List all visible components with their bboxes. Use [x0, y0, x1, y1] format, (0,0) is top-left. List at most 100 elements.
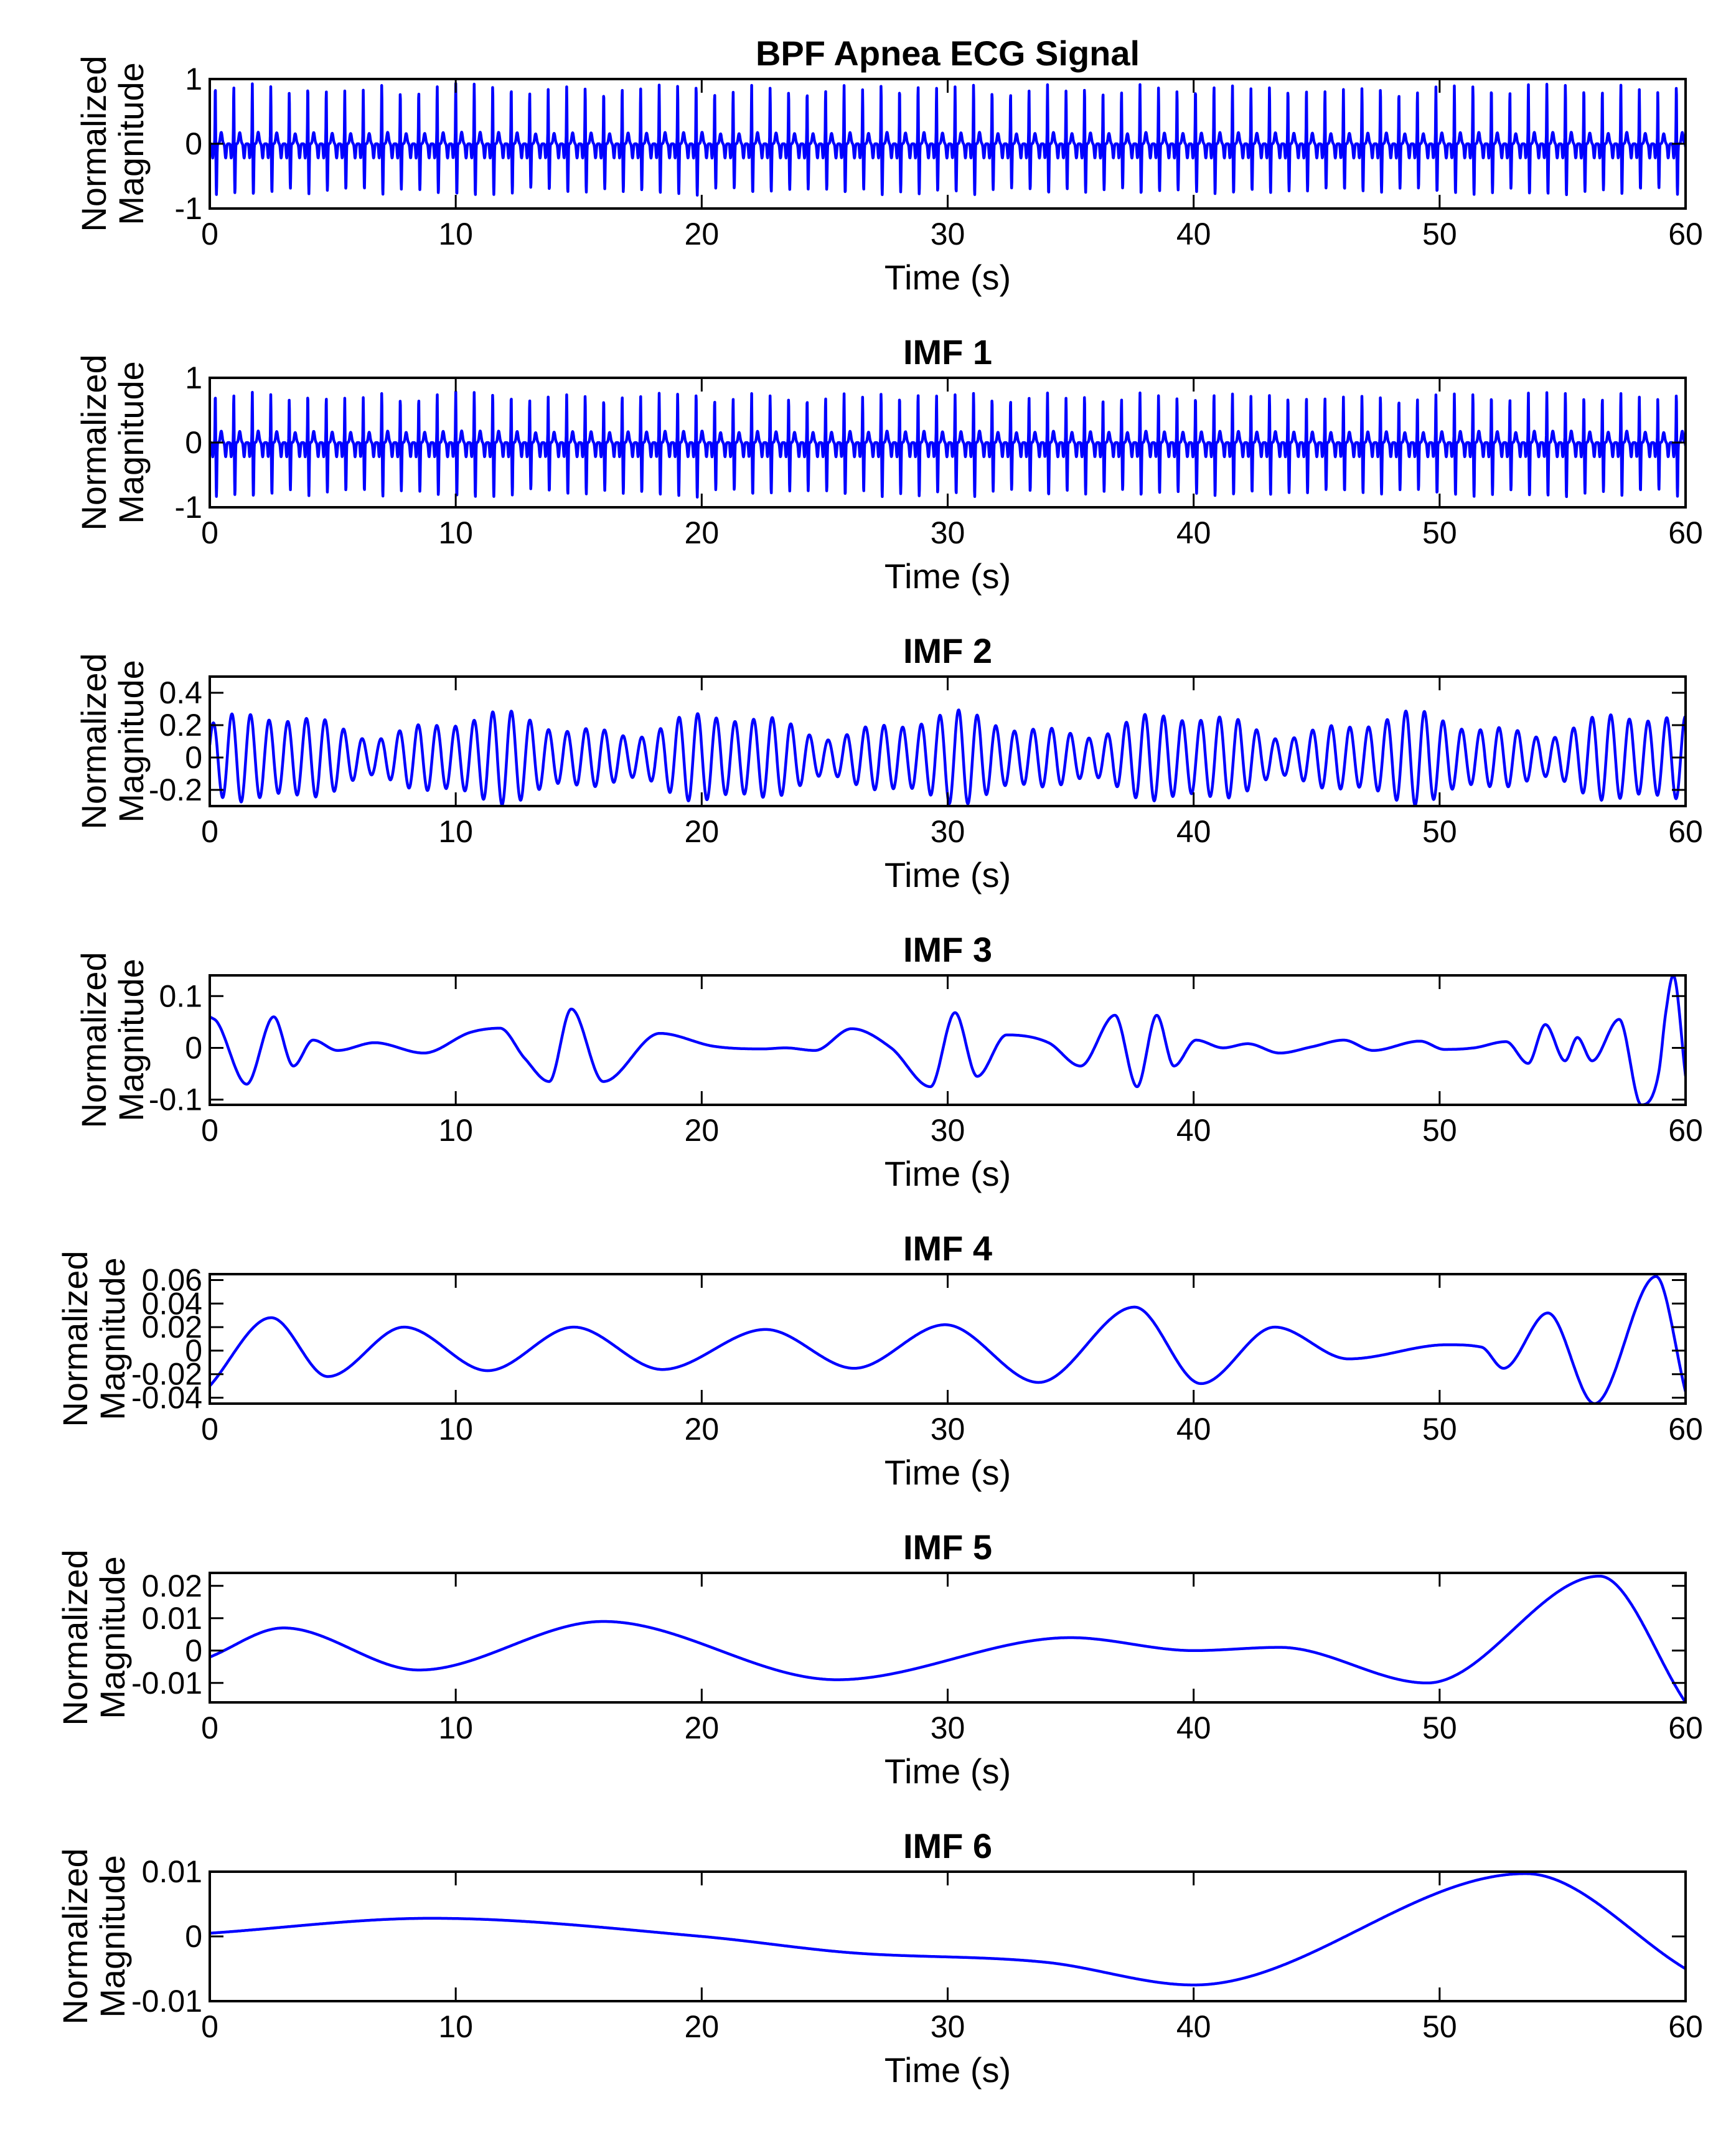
y-tick-label: -0.1: [149, 1082, 202, 1117]
x-tick-label: 30: [931, 1710, 965, 1745]
subplot-title: IMF 5: [903, 1527, 992, 1567]
y-axis-label-line2: Magnitude: [111, 361, 151, 524]
y-tick-label: 0.02: [142, 1569, 202, 1603]
x-tick-label: 0: [201, 1113, 218, 1148]
x-tick-label: 40: [1176, 1113, 1211, 1148]
y-tick-label: -0.02: [131, 1357, 202, 1392]
x-axis-label: Time (s): [884, 2050, 1011, 2090]
y-tick-label: 1: [185, 62, 202, 96]
x-tick-label: 30: [931, 1412, 965, 1447]
x-tick-label: 60: [1668, 1412, 1703, 1447]
x-tick-label: 10: [438, 217, 473, 251]
y-tick-label: -0.01: [131, 1666, 202, 1701]
x-tick-label: 20: [685, 814, 720, 849]
subplot-5: IMF 40 10 20 30 40 50 60-0.04-0.0200.020.040.0…: [55, 1229, 1703, 1492]
data-line: [210, 390, 1686, 499]
x-tick-label: 50: [1422, 1710, 1457, 1745]
x-tick-label: 50: [1422, 2009, 1457, 2044]
x-tick-label: 10: [438, 2009, 473, 2044]
x-tick-label: 40: [1176, 1412, 1211, 1447]
y-tick-label: 0: [185, 1919, 202, 1954]
y-tick-label: 0.02: [142, 1310, 202, 1344]
x-tick-label: 60: [1668, 814, 1703, 849]
x-axis-label: Time (s): [884, 1752, 1011, 1791]
x-tick-label: 20: [685, 2009, 720, 2044]
y-tick-label: 0: [185, 1030, 202, 1065]
x-axis-label: Time (s): [884, 1154, 1011, 1193]
x-tick-label: 30: [931, 515, 965, 550]
plot-frame: [209, 974, 1687, 1106]
x-tick-label: 40: [1176, 814, 1211, 849]
x-tick-label: 20: [685, 1412, 720, 1447]
subplot-title: IMF 4: [903, 1229, 992, 1268]
x-tick-label: 60: [1668, 515, 1703, 550]
x-tick-label: 50: [1422, 1113, 1457, 1148]
y-axis-label-line1: Normalized: [74, 952, 113, 1128]
y-axis-label-line1: Normalized: [74, 55, 113, 232]
x-tick-label: 30: [931, 814, 965, 849]
y-axis-label-line2: Magnitude: [93, 1257, 132, 1420]
y-tick-label: -1: [175, 191, 202, 226]
y-tick-label: 0: [185, 740, 202, 775]
x-tick-label: 0: [201, 1710, 218, 1745]
y-tick-label: 0.01: [142, 1854, 202, 1889]
subplot-title: IMF 6: [903, 1826, 992, 1865]
y-tick-label: -1: [175, 490, 202, 525]
x-tick-label: 60: [1668, 2009, 1703, 2044]
x-tick-label: 30: [931, 217, 965, 251]
y-axis-label-line2: Magnitude: [111, 660, 151, 823]
y-tick-label: -0.2: [149, 772, 202, 807]
x-tick-label: 20: [685, 515, 720, 550]
y-axis-label-line2: Magnitude: [93, 1855, 132, 2018]
x-tick-label: 60: [1668, 1710, 1703, 1745]
y-axis-label-line1: Normalized: [55, 1848, 95, 2024]
x-axis-label: Time (s): [884, 258, 1011, 297]
plot-frame: [209, 1572, 1687, 1704]
subplot-title: BPF Apnea ECG Signal: [756, 34, 1140, 73]
x-tick-label: 50: [1422, 217, 1457, 251]
y-axis-label-line2: Magnitude: [111, 62, 151, 225]
y-axis-label-line2: Magnitude: [93, 1556, 132, 1719]
y-tick-label: 0.1: [159, 978, 202, 1013]
y-axis-label-line2: Magnitude: [111, 959, 151, 1122]
y-axis-label-line1: Normalized: [55, 1250, 95, 1427]
subplot-title: IMF 2: [903, 631, 992, 670]
y-tick-label: 0: [185, 1333, 202, 1368]
y-tick-label: 0: [185, 425, 202, 460]
x-tick-label: 20: [685, 1113, 720, 1148]
data-line: [210, 1872, 1686, 1987]
y-tick-label: 0: [185, 126, 202, 161]
y-tick-label: 0.2: [159, 708, 202, 743]
x-tick-label: 50: [1422, 515, 1457, 550]
data-line: [210, 708, 1686, 806]
x-tick-label: 10: [438, 1113, 473, 1148]
subplot-title: IMF 3: [903, 930, 992, 969]
y-axis-label-line1: Normalized: [55, 1549, 95, 1725]
x-tick-label: 0: [201, 1412, 218, 1447]
x-tick-label: 40: [1176, 217, 1211, 251]
x-tick-label: 20: [685, 217, 720, 251]
x-tick-label: 0: [201, 2009, 218, 2044]
data-line: [210, 975, 1686, 1105]
y-axis-label-line1: Normalized: [74, 354, 113, 530]
y-tick-label: 0.06: [142, 1262, 202, 1297]
x-tick-label: 20: [685, 1710, 720, 1745]
data-line: [210, 1574, 1686, 1702]
data-line: [210, 82, 1686, 197]
x-tick-label: 60: [1668, 1113, 1703, 1148]
data-line: [210, 1275, 1686, 1404]
plot-frame: [209, 1870, 1687, 2002]
x-axis-label: Time (s): [884, 1453, 1011, 1492]
y-tick-label: 1: [185, 360, 202, 395]
x-tick-label: 40: [1176, 515, 1211, 550]
x-axis-label: Time (s): [884, 556, 1011, 596]
y-tick-label: -0.04: [131, 1381, 202, 1415]
x-tick-label: 60: [1668, 217, 1703, 251]
y-tick-label: 0.01: [142, 1601, 202, 1636]
subplot-title: IMF 1: [903, 332, 992, 372]
